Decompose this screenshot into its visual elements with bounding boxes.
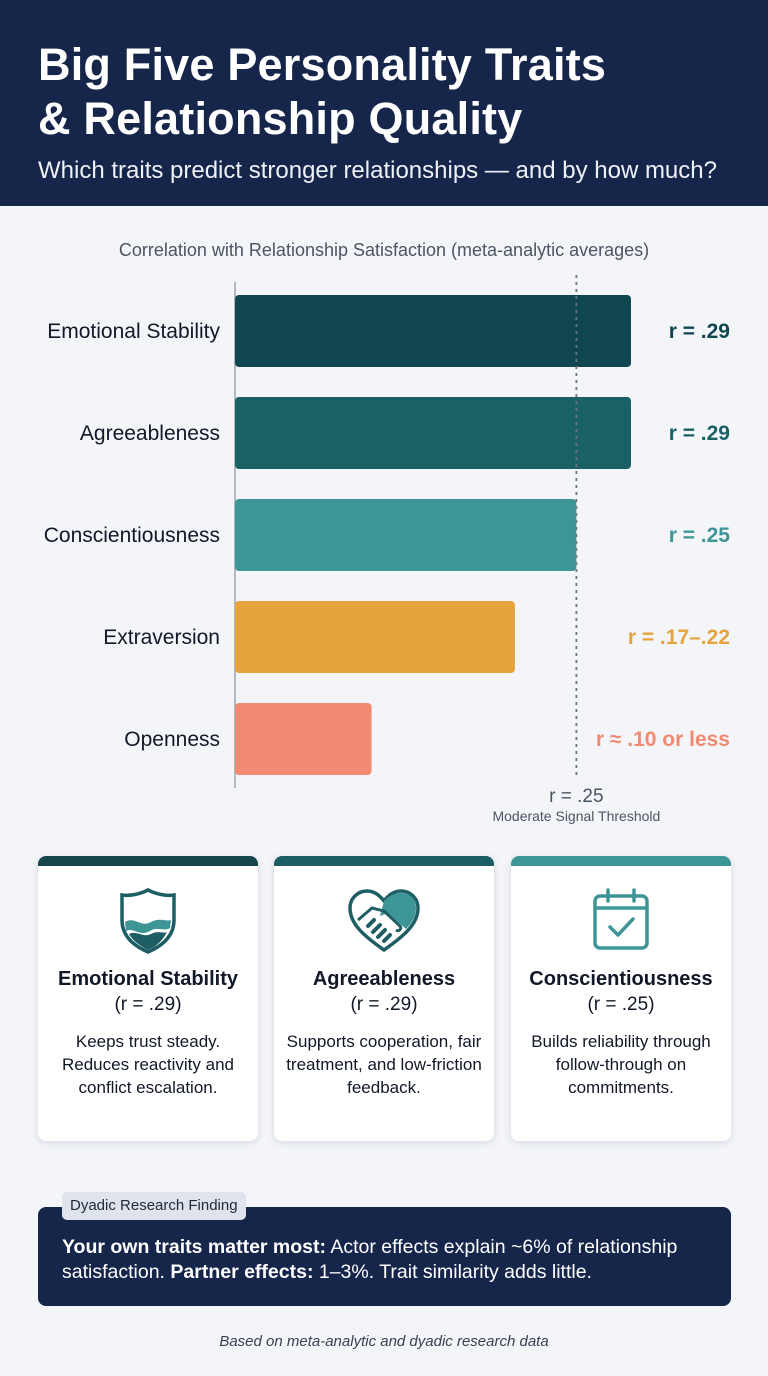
value-label: r = .17–.22 — [628, 626, 730, 649]
finding-text-1: Actor effects explain ~6% of relationshi… — [62, 1236, 678, 1283]
heart-handshake-icon — [348, 889, 420, 953]
chart-title: Correlation with Relationship Satisfacti… — [118, 240, 650, 260]
finding-bold-1: Your own traits matter most: — [62, 1236, 327, 1258]
bar-extraversion — [235, 601, 515, 673]
finding-tag: Dyadic Research Finding — [62, 1192, 246, 1220]
category-label: Emotional Stability — [47, 320, 220, 343]
calendar-check-icon — [593, 888, 649, 950]
threshold-sublabel: Moderate Signal Threshold — [492, 808, 660, 824]
bar-conscientiousness — [235, 499, 577, 571]
shield-icon — [120, 888, 176, 954]
card-r-value: (r = .29) — [350, 994, 418, 1015]
card-topbar — [274, 856, 494, 866]
category-label: Agreeableness — [80, 422, 220, 445]
bar-emotional-stability — [235, 295, 631, 367]
card-description: Supports cooperation, fair treatment, an… — [286, 1032, 482, 1097]
value-label: r = .29 — [669, 422, 730, 445]
card-description: Keeps trust steady. Reduces reactivity a… — [62, 1032, 234, 1097]
card-r-value: (r = .29) — [114, 994, 182, 1015]
finding-bold-2: Partner effects: — [170, 1261, 314, 1283]
category-label: Openness — [124, 728, 220, 751]
bar-openness — [235, 703, 372, 775]
card-emotional-stability: Emotional Stability (r = .29) Keeps trus… — [38, 856, 258, 1141]
value-label: r ≈ .10 or less — [596, 728, 730, 751]
value-label: r = .25 — [669, 524, 731, 547]
footnote: Based on meta-analytic and dyadic resear… — [219, 1333, 549, 1350]
card-r-value: (r = .25) — [587, 994, 655, 1015]
header-banner: Big Five Personality Traits & Relationsh… — [0, 0, 768, 206]
card-title: Emotional Stability — [57, 968, 239, 990]
card-conscientiousness: Conscientiousness (r = .25) Builds relia… — [511, 856, 731, 1141]
card-topbar — [511, 856, 731, 866]
threshold-label: r = .25 — [549, 786, 603, 807]
bar-chart: Emotional Stability r = .29 Agreeableness r… — [44, 275, 731, 824]
title-line-2: & Relationship Quality — [38, 93, 523, 144]
finding-text-2: 1–3%. Trait similarity adds little. — [313, 1261, 592, 1283]
card-topbar — [38, 856, 258, 866]
title-line-1: Big Five Personality Traits — [38, 39, 607, 90]
bar-agreeableness — [235, 397, 631, 469]
card-description: Builds reliability through follow-throug… — [531, 1032, 711, 1097]
category-label: Extraversion — [103, 626, 220, 649]
page-subtitle: Which traits predict stronger relationsh… — [38, 157, 717, 184]
value-label: r = .29 — [669, 320, 730, 343]
card-title: Agreeableness — [312, 968, 456, 990]
finding-box: Your own traits matter most: Actor effec… — [38, 1207, 731, 1306]
card-title: Conscientiousness — [529, 968, 713, 990]
category-label: Conscientiousness — [44, 524, 220, 547]
trait-cards: Emotional Stability (r = .29) Keeps trus… — [38, 856, 731, 1141]
page-title: Big Five Personality Traits & Relationsh… — [38, 38, 730, 146]
card-agreeableness: Agreeableness (r = .29) Supports coopera… — [274, 856, 494, 1141]
